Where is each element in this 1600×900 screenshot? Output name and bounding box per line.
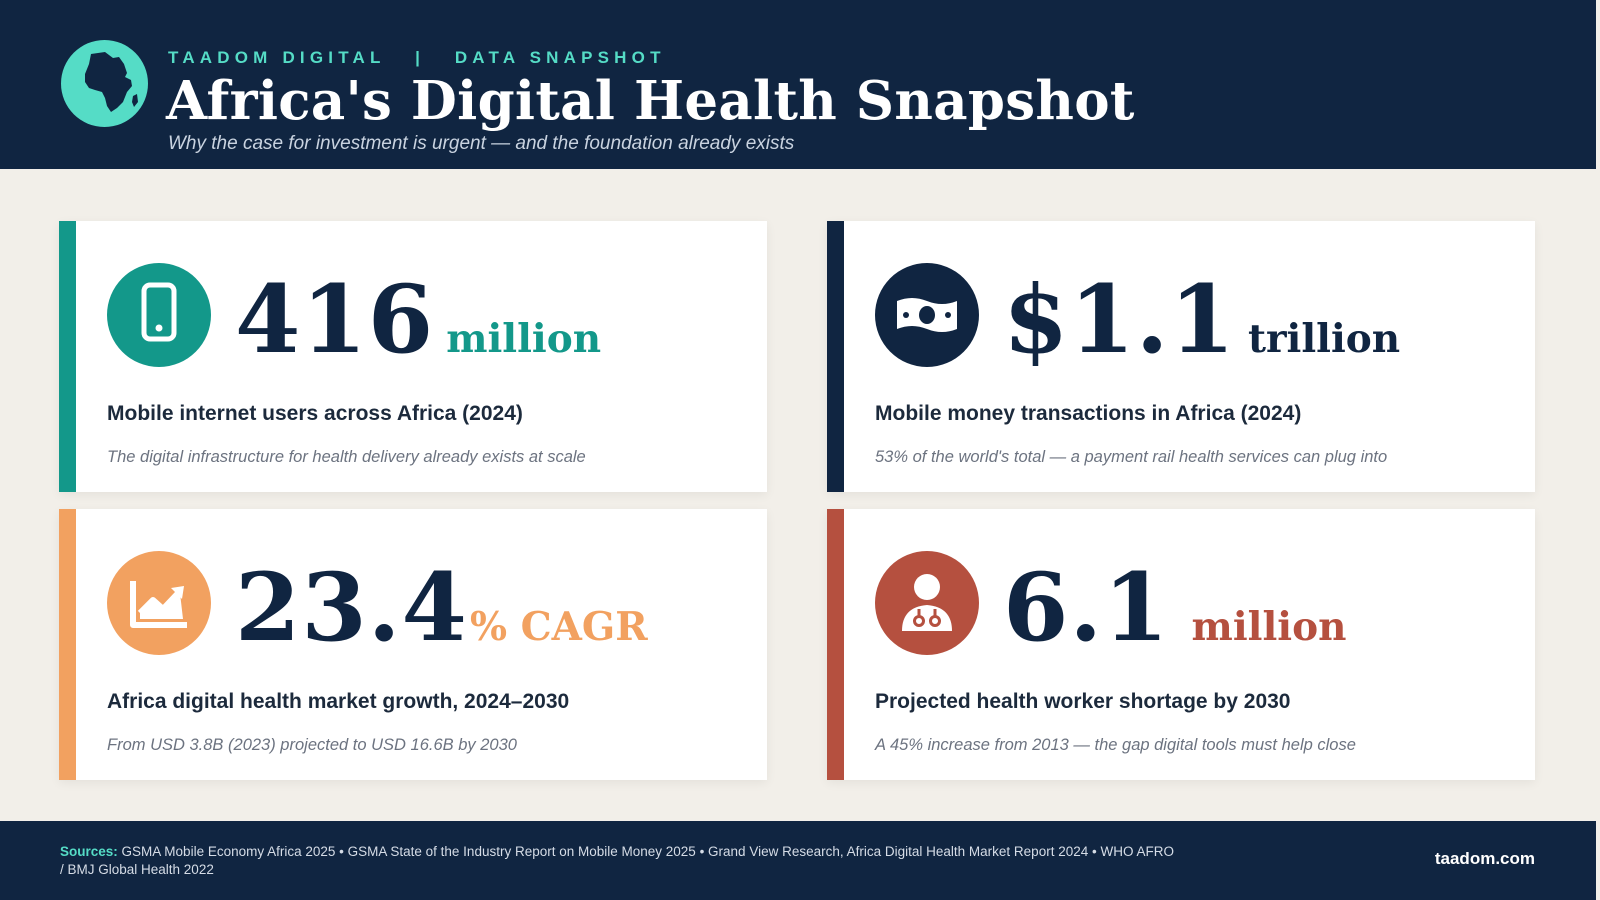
stat-value: 416 million [235, 273, 601, 367]
africa-globe-icon [61, 40, 148, 127]
stat-number: $1.1 [1003, 265, 1236, 375]
stat-unit: trillion [1247, 316, 1401, 362]
card-accent-bar [59, 509, 76, 780]
stat-note: 53% of the world's total — a payment rai… [875, 448, 1388, 466]
doctor-stethoscope-icon [875, 551, 979, 655]
sources-label: Sources: [60, 844, 118, 859]
page-title: Africa's Digital Health Snapshot [166, 70, 1135, 132]
section-name: DATA SNAPSHOT [454, 48, 666, 67]
stat-value: $1.1 trillion [1003, 273, 1400, 367]
stat-unit: % CAGR [469, 604, 648, 650]
brand-name: TAADOM DIGITAL [168, 48, 386, 67]
stat-label: Mobile internet users across Africa (202… [107, 402, 523, 425]
stat-label: Africa digital health market growth, 202… [107, 690, 570, 713]
sources-list: GSMA Mobile Economy Africa 2025 • GSMA S… [60, 844, 1174, 877]
growth-chart-icon [107, 551, 211, 655]
stat-unit: million [446, 316, 602, 362]
site-link[interactable]: taadom.com [1434, 849, 1535, 868]
card-accent-bar [827, 509, 844, 780]
card-accent-bar [827, 221, 844, 492]
stat-card-mobile-money: $1.1 trillion Mobile money transactions i… [827, 221, 1535, 492]
banknote-icon [875, 263, 979, 367]
stat-value: 6.1 million [1003, 561, 1346, 655]
footer-bar: Sources: GSMA Mobile Economy Africa 2025… [0, 821, 1596, 900]
page-subtitle: Why the case for investment is urgent — … [168, 133, 795, 154]
stat-number: 6.1 [1003, 553, 1170, 663]
card-accent-bar [59, 221, 76, 492]
stat-number: 416 [235, 265, 435, 375]
stat-note: The digital infrastructure for health de… [107, 448, 586, 466]
stat-value: 23.4% CAGR [235, 561, 648, 655]
stat-card-mobile-users: 416 million Mobile internet users across … [59, 221, 767, 492]
header-banner: TAADOM DIGITAL | DATA SNAPSHOT Africa's … [0, 0, 1596, 169]
kicker-separator: | [415, 48, 426, 67]
stat-card-market-growth: 23.4% CAGR Africa digital health market … [59, 509, 767, 780]
stat-label: Projected health worker shortage by 2030 [875, 690, 1291, 713]
sources-text: Sources: GSMA Mobile Economy Africa 2025… [60, 843, 1180, 879]
stat-note: A 45% increase from 2013 — the gap digit… [875, 736, 1356, 754]
mobile-phone-icon [107, 263, 211, 367]
header-kicker: TAADOM DIGITAL | DATA SNAPSHOT [168, 48, 666, 68]
stat-note: From USD 3.8B (2023) projected to USD 16… [107, 736, 517, 754]
stat-number: 23.4 [235, 553, 468, 663]
stat-label: Mobile money transactions in Africa (202… [875, 402, 1302, 425]
stat-card-worker-shortage: 6.1 million Projected health worker short… [827, 509, 1535, 780]
stat-unit: million [1191, 604, 1347, 650]
